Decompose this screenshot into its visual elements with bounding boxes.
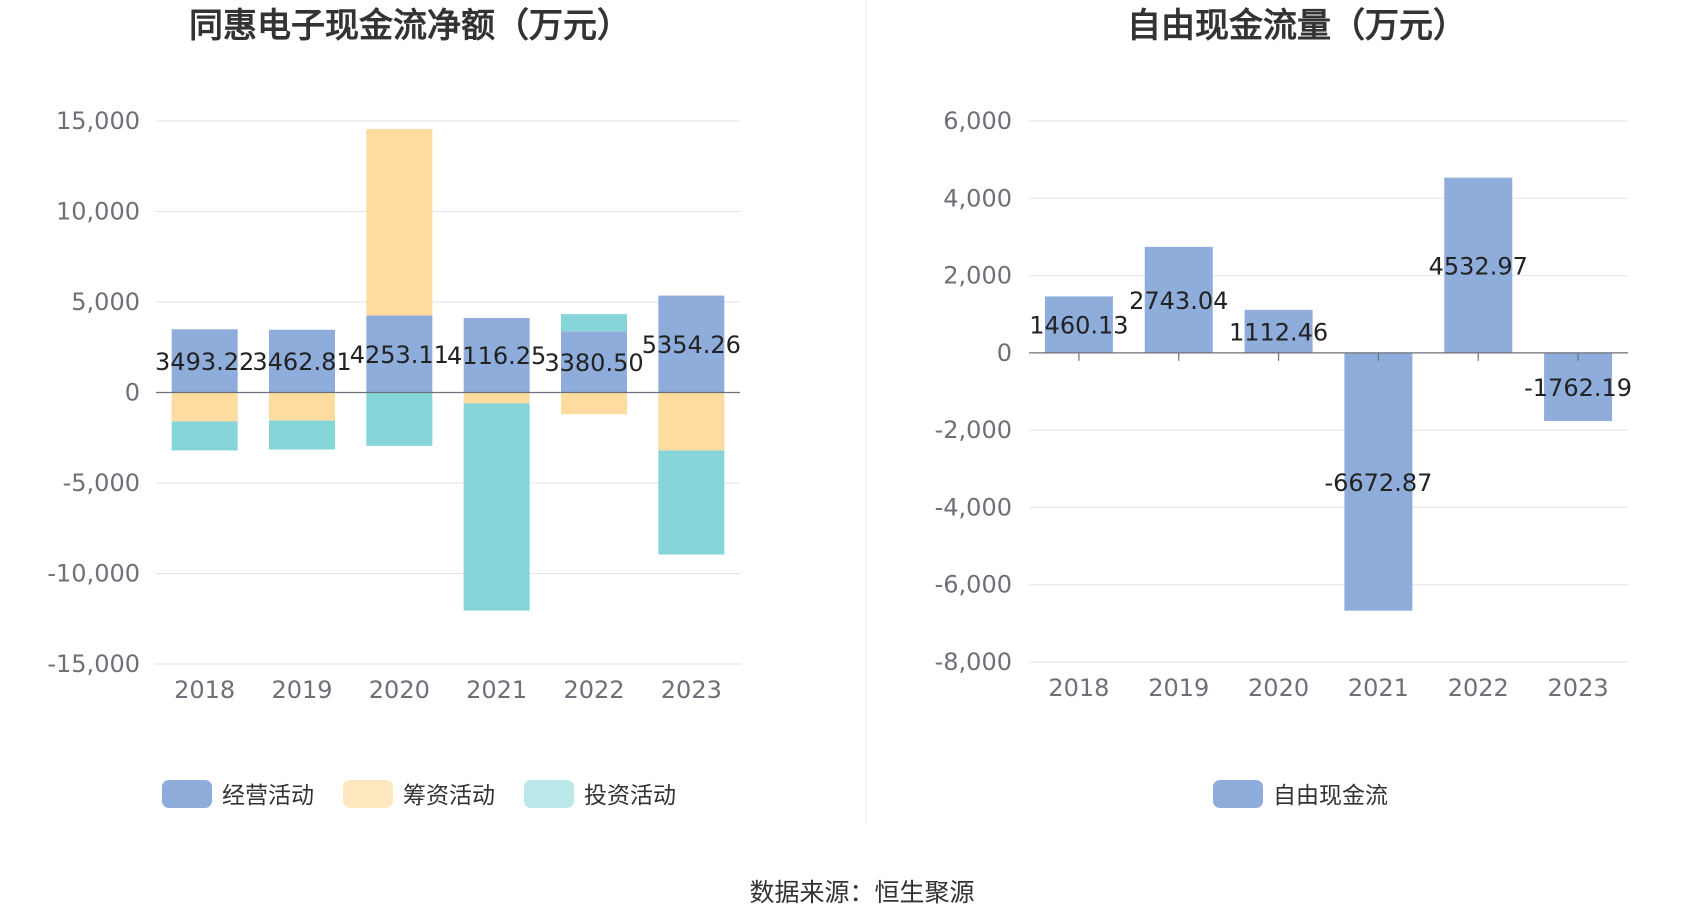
legend: 经营活动 筹资活动 投资活动 bbox=[162, 780, 676, 809]
legend-label: 经营活动 bbox=[222, 783, 314, 809]
bar-投资活动-2020 bbox=[366, 392, 433, 446]
y-tick-label: -6,000 bbox=[935, 571, 1012, 599]
legend-swatch bbox=[524, 780, 574, 808]
legend-label: 自由现金流 bbox=[1273, 783, 1388, 809]
x-tick-label: 2019 bbox=[1148, 674, 1209, 702]
y-tick-label: 10,000 bbox=[56, 198, 140, 226]
bar-经营活动-2022 bbox=[561, 331, 627, 393]
data-label: 4116.25 bbox=[447, 342, 546, 370]
y-tick-label: 4,000 bbox=[943, 184, 1012, 212]
data-label: -6672.87 bbox=[1324, 469, 1432, 497]
y-tick-label: -2,000 bbox=[935, 416, 1012, 444]
legend-label: 筹资活动 bbox=[403, 783, 495, 809]
legend-label: 投资活动 bbox=[584, 783, 676, 809]
bar-经营活动-2019 bbox=[269, 329, 335, 393]
chart-title: 自由现金流量（万元） bbox=[1127, 6, 1467, 46]
y-tick-label: 0 bbox=[125, 379, 140, 407]
data-label: 3380.50 bbox=[544, 349, 643, 377]
bar-经营活动-2021 bbox=[463, 317, 530, 393]
y-tick-label: -10,000 bbox=[47, 560, 140, 588]
y-tick-label: -4,000 bbox=[935, 493, 1012, 521]
data-label: 1112.46 bbox=[1229, 318, 1328, 346]
legend-swatch bbox=[162, 780, 212, 808]
bar-自由现金流-2018 bbox=[1044, 296, 1113, 353]
bar-筹资活动-2019 bbox=[269, 392, 335, 421]
x-tick-label: 2020 bbox=[1248, 674, 1309, 702]
y-tick-label: -8,000 bbox=[935, 648, 1012, 676]
data-label: 4532.97 bbox=[1429, 252, 1528, 280]
x-tick-label: 2023 bbox=[1548, 674, 1609, 702]
x-tick-label: 2018 bbox=[1048, 674, 1109, 702]
legend: 自由现金流 bbox=[1213, 780, 1388, 809]
cash-flow-net-chart: 同惠电子现金流净额（万元） 15,000 10,000 5,000 0 -5,000 -10… bbox=[47, 6, 741, 809]
bar-筹资活动-2018 bbox=[171, 392, 238, 422]
legend-swatch bbox=[343, 780, 393, 808]
bar-投资活动-2018 bbox=[171, 421, 238, 451]
chart-title: 同惠电子现金流净额（万元） bbox=[189, 6, 631, 46]
bar-自由现金流-2022 bbox=[1444, 177, 1513, 353]
bar-筹资活动-2021 bbox=[463, 392, 530, 404]
x-tick-label: 2020 bbox=[369, 676, 430, 704]
y-tick-label: 5,000 bbox=[71, 288, 140, 316]
data-label: 1460.13 bbox=[1029, 312, 1128, 340]
y-tick-label: 0 bbox=[997, 339, 1012, 367]
data-label: 4253.11 bbox=[350, 341, 449, 369]
bar-自由现金流-2020 bbox=[1244, 309, 1313, 353]
bar-经营活动-2023 bbox=[658, 295, 725, 393]
bars bbox=[1044, 177, 1613, 611]
data-label: 5354.26 bbox=[642, 331, 741, 359]
bar-自由现金流-2021 bbox=[1344, 352, 1413, 611]
y-tick-label: 6,000 bbox=[943, 107, 1012, 135]
y-tick-label: -5,000 bbox=[63, 469, 140, 497]
x-tick-label: 2021 bbox=[466, 676, 527, 704]
bar-自由现金流-2019 bbox=[1144, 246, 1213, 353]
y-tick-label: 2,000 bbox=[943, 262, 1012, 290]
x-tick-label: 2021 bbox=[1348, 674, 1409, 702]
x-tick-label: 2018 bbox=[174, 676, 235, 704]
data-label: 3462.81 bbox=[252, 348, 351, 376]
bar-筹资活动-2022 bbox=[561, 392, 627, 415]
bar-经营活动-2020 bbox=[366, 315, 433, 393]
bar-投资活动-2023 bbox=[658, 450, 725, 555]
bar-筹资活动-2020 bbox=[366, 129, 433, 316]
x-tick-label: 2022 bbox=[563, 676, 624, 704]
bar-投资活动-2019 bbox=[269, 420, 335, 450]
x-tick-label: 2023 bbox=[661, 676, 722, 704]
data-label: 3493.22 bbox=[155, 348, 254, 376]
bar-投资活动-2021 bbox=[463, 403, 530, 611]
data-label: 2743.04 bbox=[1129, 287, 1228, 315]
y-tick-label: -15,000 bbox=[47, 650, 140, 678]
x-tick-label: 2022 bbox=[1448, 674, 1509, 702]
free-cash-flow-chart: 自由现金流量（万元） 6,000 4,000 2,000 0 -2,000 -4,000 -6… bbox=[935, 6, 1632, 809]
data-label: -1762.19 bbox=[1524, 374, 1632, 402]
bar-筹资活动-2023 bbox=[658, 392, 725, 451]
bar-经营活动-2018 bbox=[171, 329, 238, 393]
data-source-note: 数据来源：恒生聚源 bbox=[749, 878, 974, 907]
bar-投资活动-2022 bbox=[561, 314, 627, 332]
y-tick-label: 15,000 bbox=[56, 107, 140, 135]
x-tick-label: 2019 bbox=[271, 676, 332, 704]
legend-swatch bbox=[1213, 780, 1263, 808]
bars bbox=[171, 129, 725, 611]
bar-自由现金流-2023 bbox=[1544, 352, 1613, 421]
